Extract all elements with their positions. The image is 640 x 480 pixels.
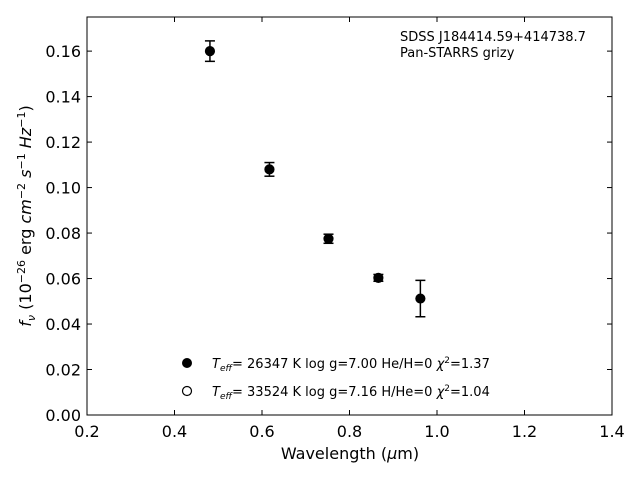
- object-annotation: SDSS J184414.59+414738.7: [400, 30, 586, 45]
- legend-marker-filled: [182, 358, 192, 368]
- x-axis-ticks: 0.2 0.4 0.6 0.8 1.0 1.2 1.4: [74, 17, 625, 441]
- plot-frame: [86, 16, 613, 416]
- y-axis-label: fν (10−26 erg cm−2 s−1 Hz−1): [15, 105, 38, 326]
- x-tick-label: 0.2: [74, 422, 99, 441]
- y-tick-label: 0.04: [45, 315, 81, 334]
- x-tick-label: 1.4: [599, 422, 624, 441]
- y-tick-label: 0.12: [45, 133, 81, 152]
- y-tick-label: 0.06: [45, 270, 81, 289]
- data-points: [204, 40, 426, 318]
- y-tick-label: 0.10: [45, 179, 81, 198]
- y-tick-label: 0.14: [45, 88, 81, 107]
- y-tick-label: 0.00: [45, 406, 81, 425]
- x-tick-label: 1.0: [424, 422, 449, 441]
- y-tick-label: 0.16: [45, 42, 81, 61]
- y-axis-ticks: 0.00 0.02 0.04 0.06 0.08 0.10 0.12 0.14 0.16: [45, 42, 612, 425]
- data-point: [204, 46, 216, 57]
- data-point: [415, 293, 426, 304]
- legend-entry-1: Teff= 26347 K log g=7.00 He/H=0 χ2=1.37: [212, 356, 490, 374]
- legend: Teff= 26347 K log g=7.00 He/H=0 χ2=1.37 …: [181, 356, 490, 402]
- legend-entry-2: Teff= 33524 K log g=7.16 H/He=0 χ2=1.04: [212, 384, 490, 402]
- x-tick-label: 0.4: [162, 422, 187, 441]
- data-point: [373, 272, 384, 283]
- y-tick-label: 0.02: [45, 361, 81, 380]
- data-point: [264, 164, 275, 175]
- x-axis-label: Wavelength (μm): [281, 444, 419, 463]
- y-tick-label: 0.08: [45, 224, 81, 243]
- x-tick-label: 0.6: [249, 422, 274, 441]
- data-point: [323, 233, 334, 244]
- x-tick-label: 1.2: [512, 422, 537, 441]
- x-tick-label: 0.8: [337, 422, 362, 441]
- legend-marker-open: [181, 385, 193, 397]
- survey-annotation: Pan-STARRS grizy: [400, 46, 515, 61]
